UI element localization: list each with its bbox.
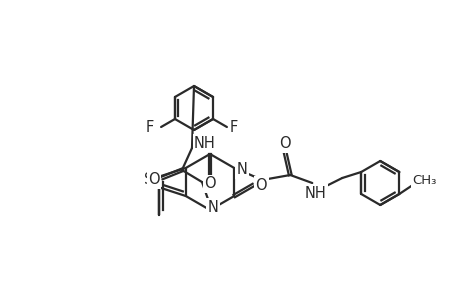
Text: O: O [255,178,267,193]
Text: F: F [230,119,237,134]
Text: F: F [146,119,154,134]
Text: N: N [236,163,247,178]
Text: CH₃: CH₃ [411,173,436,187]
Text: N: N [207,200,218,214]
Text: NH: NH [304,185,325,200]
Text: O: O [204,176,215,191]
Text: O: O [279,136,291,152]
Text: O: O [148,172,159,188]
Text: NH: NH [194,136,215,151]
Text: S: S [144,172,153,187]
